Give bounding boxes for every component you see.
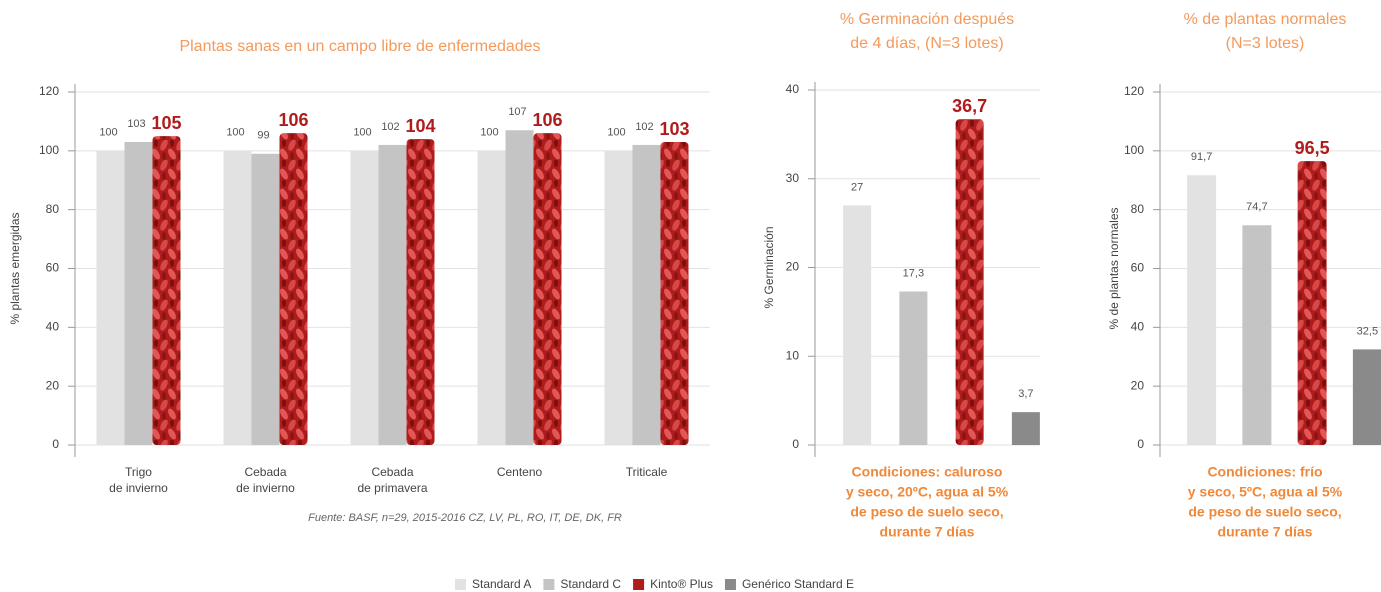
note: y seco, 5ºC, agua al 5% [1188,484,1343,500]
y-tick-label: 100 [1124,143,1144,157]
bar [378,144,407,445]
legend-label: Standard C [560,577,621,591]
y-tick-label: 60 [1131,261,1145,275]
bar [1352,349,1381,445]
y-axis-label: % de plantas normales [1107,207,1121,329]
y-tick-label: 20 [46,378,60,392]
note: durante 7 días [880,524,975,540]
y-tick-label: 80 [46,202,60,216]
y-tick-label: 80 [1131,202,1145,216]
value-label: 3,7 [1018,388,1033,400]
chart-title: (N=3 lotes) [1226,35,1305,52]
value-label: 106 [278,110,308,130]
y-tick-label: 40 [46,320,60,334]
y-tick-label: 100 [39,143,59,157]
value-label: 27 [851,181,863,193]
bar [406,139,435,446]
value-label: 100 [353,127,371,139]
bar [477,150,506,446]
y-tick-label: 60 [46,261,60,275]
bar [955,119,984,445]
note: Condiciones: frío [1207,464,1322,480]
value-label: 100 [480,127,498,139]
chart-title: % de plantas normales [1184,11,1347,28]
value-label: 91,7 [1191,151,1212,163]
y-tick-label: 40 [786,82,800,96]
y-tick-label: 120 [39,84,59,98]
value-label: 103 [127,118,145,130]
x-tick-label: Cebada [371,465,413,479]
value-label: 102 [381,121,399,133]
legend-label: Standard A [472,577,531,591]
value-label: 104 [405,116,435,136]
bar [533,133,562,445]
bar [505,130,534,445]
bar [660,142,689,445]
bar [96,150,125,446]
y-tick-label: 0 [52,437,59,451]
bar [1187,175,1217,446]
chart-title: de 4 días, (N=3 lotes) [850,35,1003,52]
bar [1297,161,1327,446]
legend-label: Kinto® Plus [650,577,713,591]
value-label: 106 [532,110,562,130]
y-axis-label: % Germinación [762,226,776,308]
value-label: 17,3 [903,267,924,279]
value-label: 103 [659,119,689,139]
value-label: 96,5 [1295,138,1330,158]
value-label: 99 [257,130,269,142]
y-tick-label: 20 [1131,378,1145,392]
bar [632,144,661,445]
legend-label: Genérico Standard E [742,577,854,591]
bar [350,150,379,446]
source: Fuente: BASF, n=29, 2015-2016 CZ, LV, PL… [308,512,622,524]
y-tick-label: 30 [786,171,800,185]
value-label: 100 [607,127,625,139]
y-tick-label: 0 [1137,437,1144,451]
legend-swatch [543,579,555,590]
bar [843,205,872,445]
x-tick-label: Cebada [244,465,286,479]
y-tick-label: 120 [1124,84,1144,98]
x-tick-label: Trigo [125,465,152,479]
bar [604,150,633,446]
note: y seco, 20ºC, agua al 5% [846,484,1009,500]
bar [152,136,181,445]
x-tick-label: de invierno [109,481,168,495]
y-tick-label: 10 [786,348,800,362]
bar [1242,225,1272,445]
x-tick-label: Triticale [626,465,668,479]
value-label: 102 [635,121,653,133]
chart-title: Plantas sanas en un campo libre de enfer… [179,38,540,55]
x-tick-label: Centeno [497,465,543,479]
chart-title: % Germinación después [840,11,1014,28]
legend-swatch [724,579,736,590]
x-tick-label: de invierno [236,481,295,495]
value-label: 36,7 [952,96,987,116]
note: durante 7 días [1218,524,1313,540]
bar [899,291,928,445]
value-label: 32,5 [1357,325,1378,337]
value-label: 74,7 [1246,201,1267,213]
value-label: 100 [99,127,117,139]
bar [1011,412,1040,445]
y-tick-label: 0 [792,437,799,451]
y-tick-label: 40 [1131,320,1145,334]
y-tick-label: 20 [786,260,800,274]
x-tick-label: de primavera [357,481,427,495]
y-axis-label: % plantas emergidas [8,212,22,324]
bar [223,150,252,446]
note: de peso de suelo seco, [850,504,1003,520]
value-label: 107 [508,106,526,118]
bar [279,133,308,445]
legend-swatch [455,579,466,590]
legend-swatch [633,579,645,590]
note: de peso de suelo seco, [1188,504,1341,520]
note: Condiciones: caluroso [852,464,1003,480]
bar [251,153,280,445]
bar [124,142,153,445]
value-label: 105 [151,113,181,133]
value-label: 100 [226,127,244,139]
